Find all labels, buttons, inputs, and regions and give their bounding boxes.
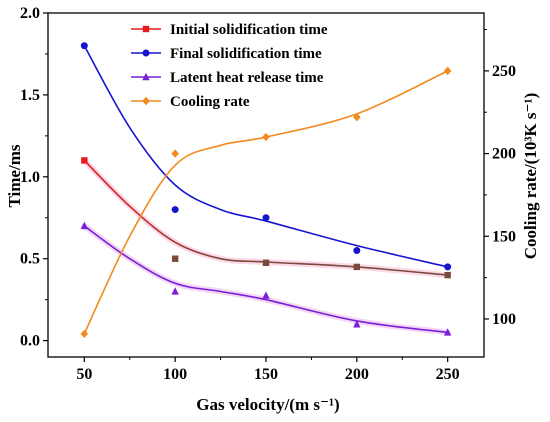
legend-marker bbox=[142, 25, 150, 33]
data-point bbox=[353, 263, 361, 271]
data-point bbox=[262, 291, 270, 299]
y-right-tick-label: 100 bbox=[492, 311, 516, 328]
legend-label: Initial solidification time bbox=[170, 22, 328, 38]
data-point bbox=[353, 320, 361, 328]
x-tick-label: 250 bbox=[436, 366, 460, 383]
data-point bbox=[444, 263, 452, 271]
data-point bbox=[262, 132, 270, 142]
data-point bbox=[444, 271, 451, 279]
legend-marker bbox=[142, 72, 150, 81]
legend-marker bbox=[142, 49, 150, 57]
data-point bbox=[81, 157, 88, 164]
y-axis-left-title: Time/ms bbox=[5, 144, 24, 207]
plot-layer: 50 100 150 200 250 0.0 0.5 1.0 1.5 2.0 100 150 200 25… bbox=[20, 5, 516, 383]
x-tick-label: 100 bbox=[163, 366, 187, 383]
data-point bbox=[171, 255, 179, 262]
x-axis-title: Gas velocity/(m s⁻¹) bbox=[196, 395, 339, 414]
data-point bbox=[80, 329, 89, 339]
y-right-tick-label: 150 bbox=[492, 228, 516, 245]
fit-line-3 bbox=[83, 70, 449, 335]
data-point bbox=[262, 214, 270, 222]
y-left-tick-label: 0.5 bbox=[20, 251, 40, 268]
data-point bbox=[171, 149, 179, 158]
data-point bbox=[353, 247, 361, 255]
legend-label: Final solidification time bbox=[170, 46, 322, 62]
data-point bbox=[443, 328, 452, 336]
data-point bbox=[171, 287, 179, 295]
legend-label: Latent heat release time bbox=[170, 70, 324, 86]
x-tick-label: 50 bbox=[76, 366, 92, 383]
fit-line-1 bbox=[83, 45, 448, 268]
x-tick-label: 150 bbox=[254, 366, 278, 383]
x-tick-label: 200 bbox=[345, 366, 369, 383]
fit-line-2 bbox=[83, 225, 448, 334]
legend-label: Cooling rate bbox=[170, 94, 250, 110]
y-left-tick-label: 0.0 bbox=[20, 333, 40, 350]
y-right-tick-label: 200 bbox=[492, 146, 516, 163]
data-point bbox=[262, 259, 270, 267]
data-point bbox=[80, 42, 88, 50]
legend: Initial solidification time Final solidif… bbox=[131, 22, 328, 110]
y-right-tick-label: 250 bbox=[492, 63, 516, 80]
y-left-tick-label: 2.0 bbox=[20, 5, 40, 22]
legend-marker bbox=[142, 96, 150, 106]
data-point bbox=[80, 221, 89, 230]
data-point bbox=[171, 206, 179, 214]
data-point bbox=[443, 66, 452, 76]
y-left-tick-label: 1.5 bbox=[20, 87, 40, 104]
y-axis-right-title: Cooling rate/(10³K s⁻¹) bbox=[521, 93, 540, 259]
data-point bbox=[353, 112, 361, 122]
y-left-tick-label: 1.0 bbox=[20, 169, 40, 186]
